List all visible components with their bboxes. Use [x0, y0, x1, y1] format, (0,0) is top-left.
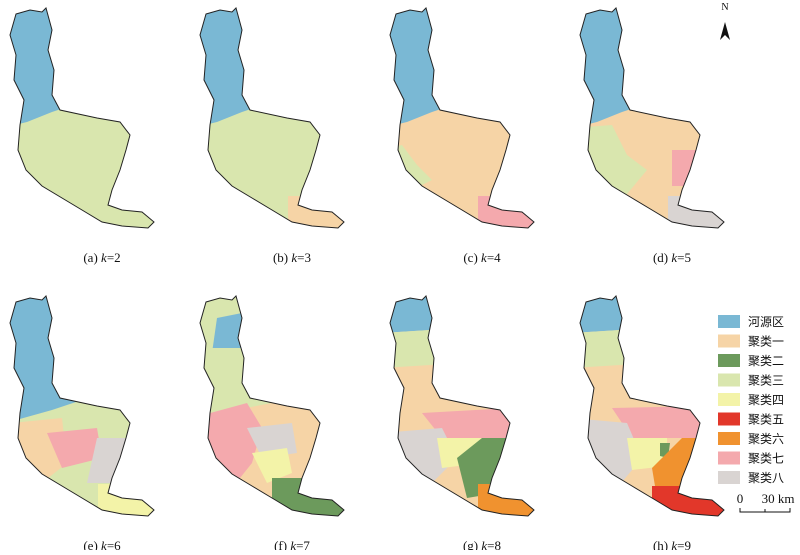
caption-suffix: =9: [677, 538, 691, 550]
panel-caption: (d) k=5: [653, 250, 691, 265]
scale-end: 30 km: [762, 491, 795, 506]
boundary: [9, 295, 155, 517]
legend-swatch: [718, 373, 740, 387]
region: [98, 484, 154, 516]
panel-caption: (c) k=4: [463, 250, 501, 265]
caption-suffix: =3: [297, 250, 311, 265]
legend-swatch: [718, 354, 740, 367]
panel-caption: (e) k=6: [83, 538, 121, 550]
caption-suffix: =4: [487, 250, 501, 265]
boundary: [389, 7, 535, 229]
legend-swatch: [718, 412, 740, 426]
region: [672, 150, 702, 186]
legend-label: 聚类二: [748, 354, 784, 368]
caption-prefix: (c): [463, 250, 481, 265]
caption-var: k: [481, 538, 487, 550]
panel-caption: (a) k=2: [83, 250, 120, 265]
caption-prefix: (e): [83, 538, 101, 550]
region: [627, 438, 667, 470]
caption-suffix: =6: [107, 538, 121, 550]
caption-var: k: [291, 250, 297, 265]
region: [288, 196, 344, 228]
caption-suffix: =2: [107, 250, 121, 265]
panel-caption: (b) k=3: [273, 250, 311, 265]
caption-prefix: (g): [463, 538, 481, 550]
map-panel: (g) k=8: [389, 295, 535, 553]
region: [668, 196, 724, 228]
caption-suffix: =5: [677, 250, 691, 265]
legend-swatch: [718, 451, 740, 465]
caption-var: k: [481, 250, 487, 265]
map-panel: (h) k=9: [579, 295, 725, 553]
map-panel: (f) k=7: [199, 295, 345, 553]
caption-prefix: (b): [273, 250, 291, 265]
region: [47, 428, 102, 468]
legend-swatch: [718, 334, 740, 348]
legend-swatch: [718, 432, 740, 445]
caption-var: k: [671, 250, 677, 265]
caption-var: k: [290, 538, 296, 550]
legend-label: 聚类六: [748, 432, 784, 446]
legend-label: 聚类五: [748, 413, 784, 427]
boundary: [579, 7, 725, 229]
legend-label: 聚类四: [748, 393, 784, 407]
caption-prefix: (f): [274, 538, 290, 550]
caption-prefix: (h): [653, 538, 671, 550]
region: [272, 478, 344, 516]
scale-bar: 0 30 km: [737, 491, 795, 513]
north-label: N: [721, 2, 728, 13]
map-panel: (e) k=6: [9, 295, 155, 553]
region: [612, 406, 702, 438]
region: [252, 448, 292, 483]
caption-var: k: [671, 538, 677, 550]
legend-label: 聚类一: [748, 335, 784, 349]
boundary: [579, 295, 725, 517]
north-arrow: N: [720, 2, 730, 40]
boundary: [9, 7, 155, 229]
caption-prefix: (d): [653, 250, 671, 265]
caption-var: k: [101, 250, 107, 265]
region: [212, 313, 242, 353]
caption-var: k: [101, 538, 107, 550]
map-panel: (d) k=5: [579, 7, 725, 265]
boundary: [199, 295, 345, 517]
boundary: [199, 7, 345, 229]
legend-swatch: [718, 393, 740, 406]
region: [478, 196, 534, 228]
region: [478, 484, 534, 516]
legend-swatch: [718, 471, 740, 484]
legend-label: 河源区: [748, 315, 784, 329]
panel-caption: (f) k=7: [274, 538, 310, 550]
caption-prefix: (a): [83, 250, 101, 265]
panel-caption: (g) k=8: [463, 538, 501, 550]
scale-start: 0: [737, 491, 744, 506]
caption-suffix: =7: [296, 538, 310, 550]
map-panel: (b) k=3: [199, 7, 345, 265]
legend-label: 聚类八: [748, 471, 784, 485]
legend-label: 聚类七: [748, 452, 784, 466]
legend-swatch: [718, 315, 740, 328]
boundary: [389, 295, 535, 517]
caption-suffix: =8: [487, 538, 501, 550]
legend-label: 聚类三: [748, 374, 784, 388]
map-panel: (a) k=2: [9, 7, 155, 265]
map-panel: (c) k=4: [389, 7, 535, 265]
panel-caption: (h) k=9: [653, 538, 691, 550]
region: [422, 408, 512, 438]
